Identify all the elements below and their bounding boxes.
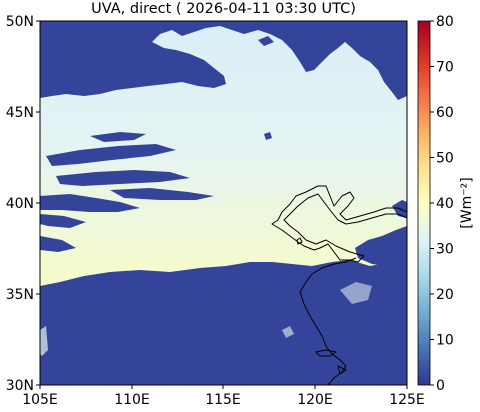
x-tick-label: 105E	[22, 392, 58, 408]
cloud-streak	[40, 214, 86, 228]
colorbar-tick-label: 20	[436, 287, 454, 303]
x-tick-label: 110E	[114, 392, 150, 408]
cloud-streak	[264, 132, 272, 140]
colorbar-tick-label: 0	[436, 378, 445, 394]
plot-title: UVA, direct ( 2026-04-11 03:30 UTC)	[91, 1, 356, 17]
cloud-hole	[40, 326, 48, 356]
y-tick-label: 40N	[6, 196, 34, 212]
colorbar-tick-label: 60	[436, 105, 454, 121]
colorbar-tick-label: 40	[436, 196, 454, 212]
cloud-streak	[40, 194, 140, 212]
y-tick-label: 30N	[6, 378, 34, 394]
cloud-hole	[340, 282, 372, 304]
cloud-streak	[258, 36, 274, 46]
cloud-band-south	[40, 260, 407, 385]
colorbar-scale	[417, 20, 431, 386]
y-tick-label: 45N	[6, 105, 34, 121]
colorbar-tick-label: 50	[436, 151, 454, 167]
cloud-streak	[110, 188, 214, 200]
cloud-hole	[282, 326, 294, 338]
x-tick-label: 125E	[389, 392, 425, 408]
x-tick-label: 115E	[205, 392, 241, 408]
cloud-band-north	[40, 21, 407, 100]
colorbar-tick-label: 30	[436, 242, 454, 258]
y-axis: 50N 45N 40N 35N 30N	[6, 14, 40, 394]
colorbar-label: [Wm⁻²]	[459, 177, 475, 228]
cloud-streak	[40, 236, 76, 252]
uva-field	[40, 21, 407, 385]
cloud-patch-east	[355, 226, 407, 266]
colorbar-tick-label: 80	[436, 14, 454, 30]
colorbar-tick-label: 10	[436, 333, 454, 349]
colorbar: 0 10 20 30 40 50 60 70 80 [Wm⁻²]	[417, 14, 475, 394]
coastline	[271, 185, 407, 385]
x-axis: 105E 110E 115E 120E 125E	[22, 385, 425, 408]
colorbar-tick-label: 70	[436, 60, 454, 76]
y-tick-label: 35N	[6, 287, 34, 303]
cloud-streak	[312, 52, 326, 62]
x-tick-label: 120E	[297, 392, 333, 408]
cloud-streak	[56, 170, 190, 186]
y-tick-label: 50N	[6, 14, 34, 30]
cloud-streak	[90, 132, 146, 142]
cloud-streak	[46, 144, 176, 166]
